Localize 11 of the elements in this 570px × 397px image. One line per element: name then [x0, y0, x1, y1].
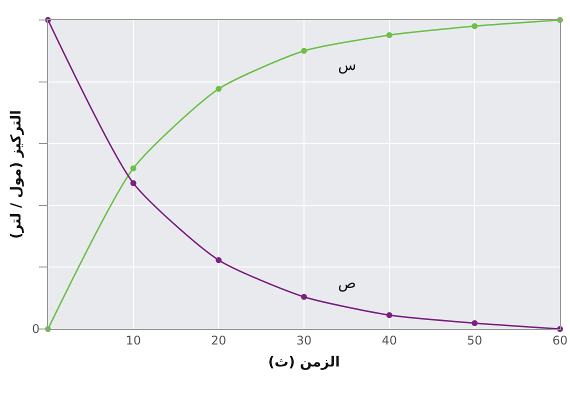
x-tick-label: 50 — [467, 333, 482, 348]
x-tick-label: 20 — [211, 333, 226, 348]
series-label: س — [338, 56, 356, 74]
x-tick-label: 30 — [296, 333, 312, 348]
x-tick-label: 60 — [552, 333, 568, 348]
x-tick-label: 40 — [382, 333, 397, 348]
y-axis-title: التركيز (مول / لتر) — [8, 110, 25, 239]
x-tick-label: 10 — [126, 333, 141, 348]
annotation: 0 — [32, 322, 40, 336]
series-label: ص — [338, 274, 356, 292]
x-axis-title: الزمن (ث) — [268, 354, 340, 371]
